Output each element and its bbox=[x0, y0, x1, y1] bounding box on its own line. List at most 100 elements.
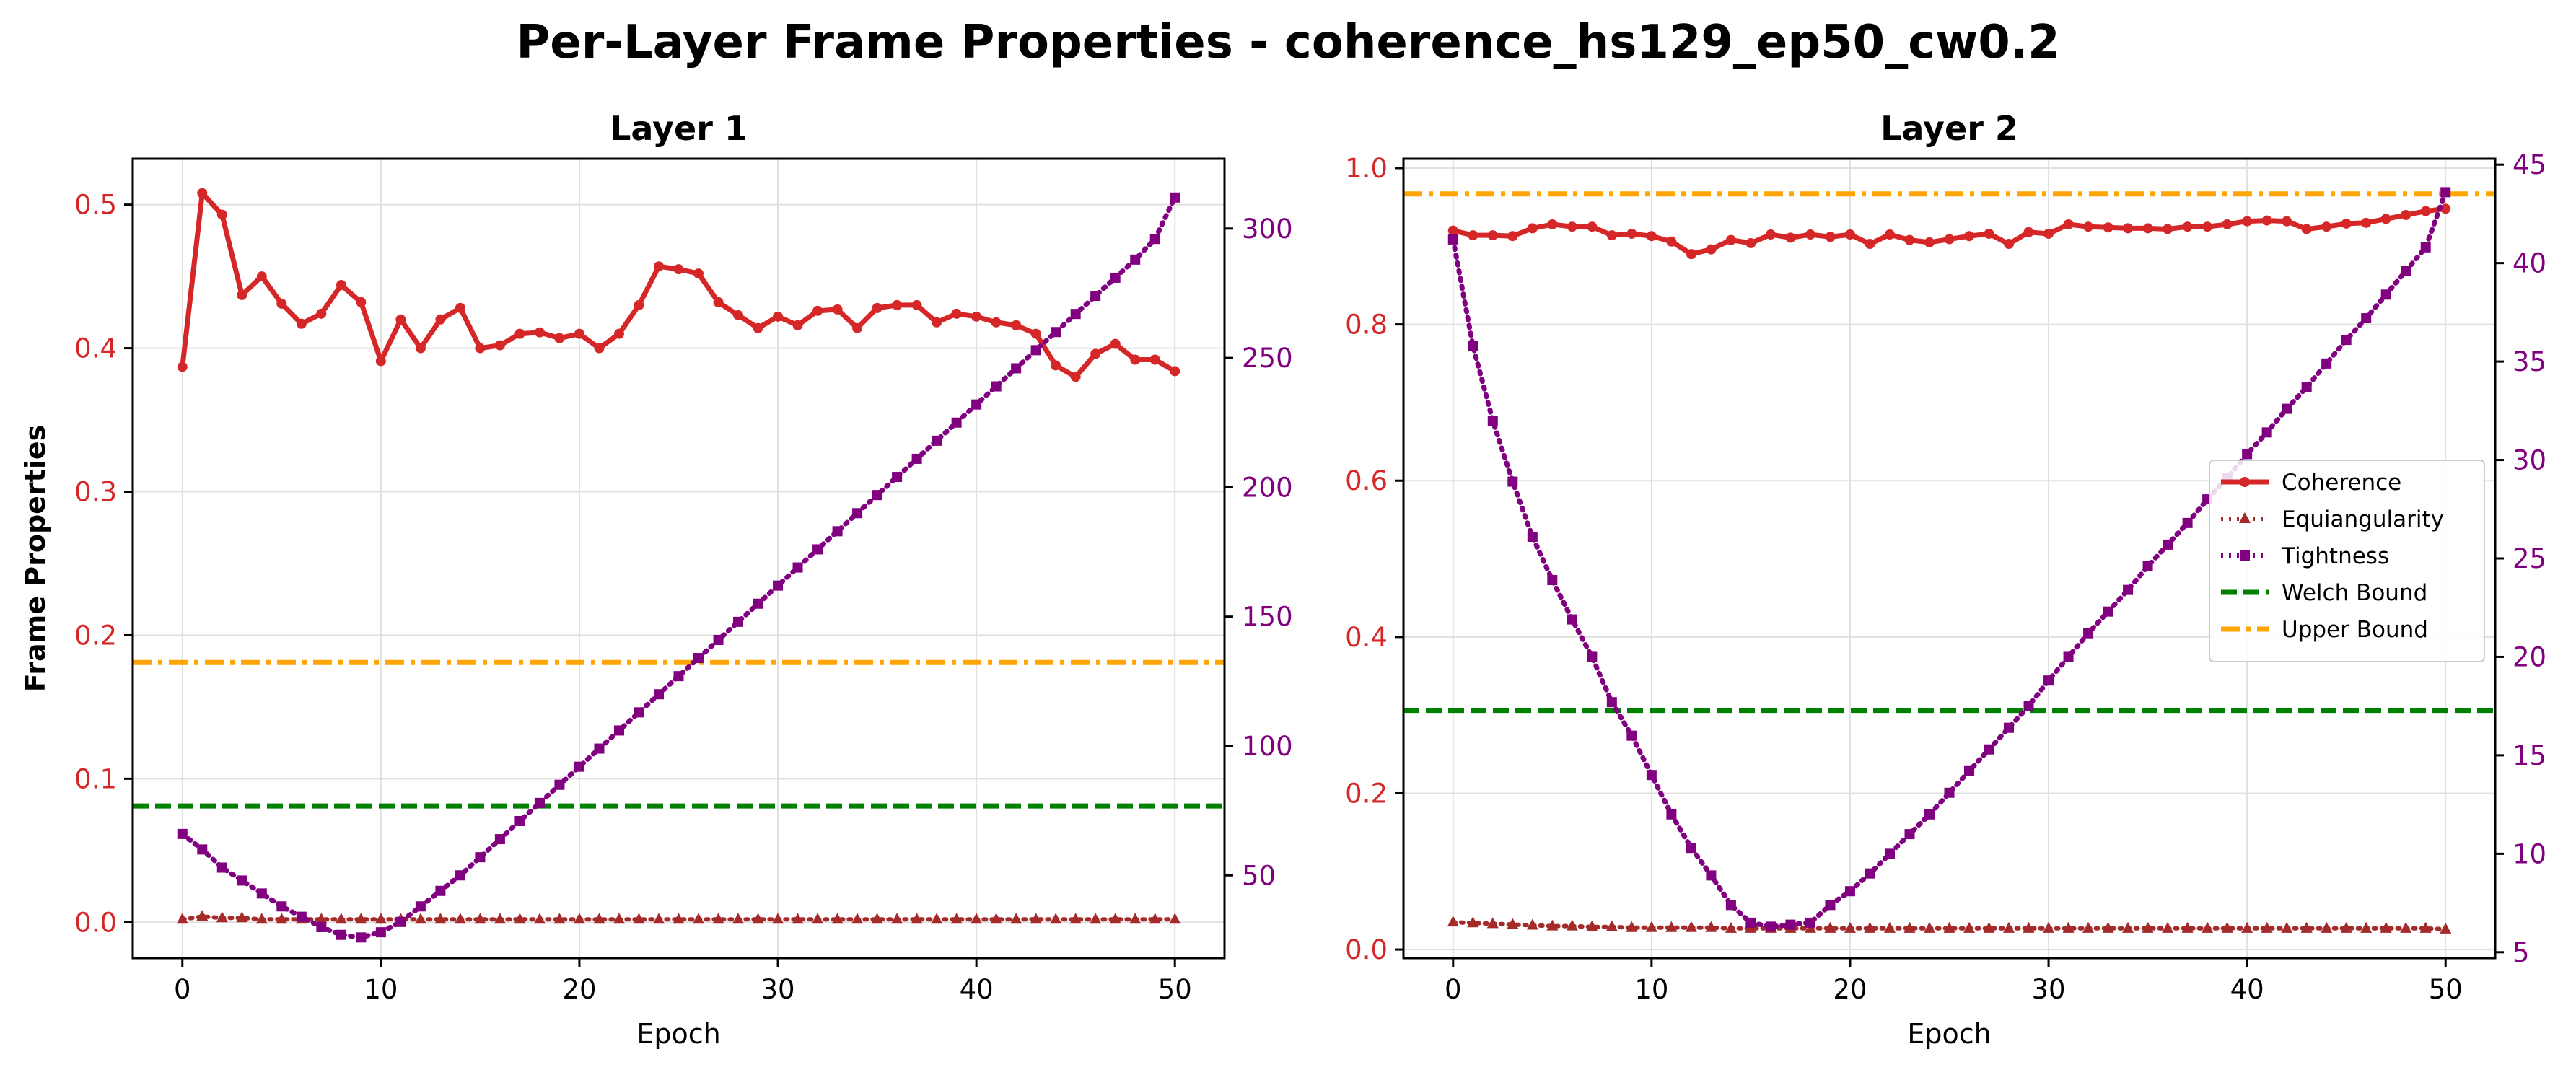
coherence-point bbox=[356, 297, 367, 307]
equiangularity-point bbox=[1546, 919, 1559, 931]
x-tick-label: 10 bbox=[364, 974, 398, 1005]
y-tick-label: 0.4 bbox=[74, 333, 117, 364]
coherence-point bbox=[1051, 360, 1061, 371]
equiangularity-point bbox=[2202, 921, 2214, 933]
equiangularity-point bbox=[1467, 916, 1479, 928]
y-tick-label: 0.4 bbox=[1345, 622, 1388, 653]
tightness-point bbox=[1646, 770, 1657, 781]
tightness-point bbox=[1070, 309, 1081, 320]
equiangularity-point bbox=[1030, 913, 1042, 924]
equiangularity-point bbox=[1665, 921, 1678, 932]
equiangularity-point bbox=[593, 913, 605, 924]
tightness-point bbox=[2301, 382, 2312, 392]
tightness-point bbox=[1706, 870, 1717, 881]
tightness-point bbox=[574, 761, 584, 772]
tightness-line bbox=[180, 195, 1178, 940]
y-tick-label: 0.5 bbox=[74, 190, 117, 221]
y2-tick-label: 35 bbox=[2513, 346, 2546, 377]
equiangularity-point bbox=[2419, 921, 2432, 933]
coherence-point bbox=[1646, 231, 1657, 242]
equiangularity-point bbox=[1645, 921, 1657, 932]
equiangularity-point bbox=[2122, 921, 2134, 933]
equiangularity-point bbox=[673, 913, 685, 924]
coherence-point bbox=[713, 297, 724, 307]
tightness-line bbox=[1450, 189, 2448, 929]
tightness-point bbox=[832, 526, 843, 537]
coherence-point bbox=[1070, 372, 1081, 382]
tightness-point bbox=[2361, 313, 2372, 324]
tightness-point bbox=[2023, 701, 2034, 711]
equiangularity-point bbox=[255, 913, 268, 924]
coherence-point bbox=[276, 298, 287, 309]
tightness-point bbox=[2083, 628, 2094, 639]
coherence-point bbox=[1170, 366, 1180, 377]
coherence-point bbox=[216, 209, 227, 220]
equiangularity-point bbox=[2082, 921, 2095, 933]
equiangularity-point bbox=[1725, 921, 1737, 933]
tightness-point bbox=[1447, 234, 1458, 245]
equiangularity-point bbox=[812, 913, 824, 924]
tightness-point bbox=[494, 834, 505, 845]
y2-tick-label: 30 bbox=[2513, 445, 2546, 476]
panel-title: Layer 1 bbox=[610, 109, 748, 148]
coherence-point bbox=[2123, 223, 2134, 234]
equiangularity-point bbox=[931, 913, 943, 924]
coherence-point bbox=[197, 188, 208, 198]
coherence-point bbox=[1765, 229, 1776, 240]
equiangularity-line bbox=[180, 914, 1178, 922]
tightness-point bbox=[713, 634, 724, 645]
coherence-point bbox=[991, 317, 1002, 328]
coherence-point bbox=[733, 310, 744, 320]
coherence-point bbox=[2163, 224, 2173, 234]
x-tick-label: 30 bbox=[2031, 974, 2065, 1005]
coherence-point bbox=[2301, 224, 2312, 234]
coherence-point bbox=[2361, 217, 2372, 228]
legend-marker-equiangularity bbox=[2239, 512, 2251, 523]
equiangularity-point bbox=[553, 913, 566, 924]
equiangularity-point bbox=[1685, 921, 1697, 932]
equiangularity-point bbox=[652, 913, 665, 924]
coherence-point bbox=[534, 327, 545, 338]
coherence-point bbox=[1725, 234, 1736, 245]
coherence-point bbox=[1924, 237, 1935, 247]
tightness-point bbox=[1626, 730, 1637, 741]
coherence-point bbox=[1110, 338, 1121, 349]
equiangularity-point bbox=[2340, 921, 2352, 933]
equiangularity-point bbox=[732, 913, 745, 924]
coherence-point bbox=[2083, 221, 2094, 232]
equiangularity-point bbox=[911, 913, 923, 924]
coherence-point bbox=[1964, 231, 1975, 242]
tightness-point bbox=[1587, 651, 1598, 662]
coherence-point bbox=[2142, 223, 2153, 234]
axes-frame bbox=[131, 157, 1226, 960]
y2-tick-label: 20 bbox=[2513, 641, 2546, 672]
tightness-point bbox=[2123, 584, 2134, 595]
legend-label-tightness: Tightness bbox=[2281, 543, 2389, 569]
equiangularity-point bbox=[1069, 913, 1082, 924]
tightness-point bbox=[475, 852, 486, 863]
tightness-point bbox=[2043, 675, 2054, 686]
tightness-point bbox=[276, 901, 287, 912]
equiangularity-point bbox=[613, 913, 625, 924]
x-tick-label: 50 bbox=[2429, 974, 2463, 1005]
coherence-point bbox=[395, 314, 406, 325]
coherence-point bbox=[336, 280, 346, 291]
equiangularity-point bbox=[414, 913, 426, 924]
coherence-point bbox=[1527, 223, 1538, 234]
tightness-point bbox=[1785, 919, 1796, 930]
x-axis-label: Epoch bbox=[636, 1018, 720, 1050]
coherence-point bbox=[415, 343, 426, 354]
coherence-point bbox=[2242, 216, 2253, 227]
equiangularity-point bbox=[176, 913, 188, 924]
coherence-point bbox=[1745, 237, 1756, 248]
tightness-point bbox=[2341, 335, 2352, 346]
tightness-point bbox=[216, 862, 227, 873]
coherence-point bbox=[872, 302, 882, 313]
equiangularity-point bbox=[772, 913, 784, 924]
tightness-point bbox=[1011, 363, 1022, 374]
coherence-point bbox=[554, 333, 565, 343]
tightness-point bbox=[773, 580, 784, 591]
tightness-point bbox=[1944, 787, 1955, 798]
